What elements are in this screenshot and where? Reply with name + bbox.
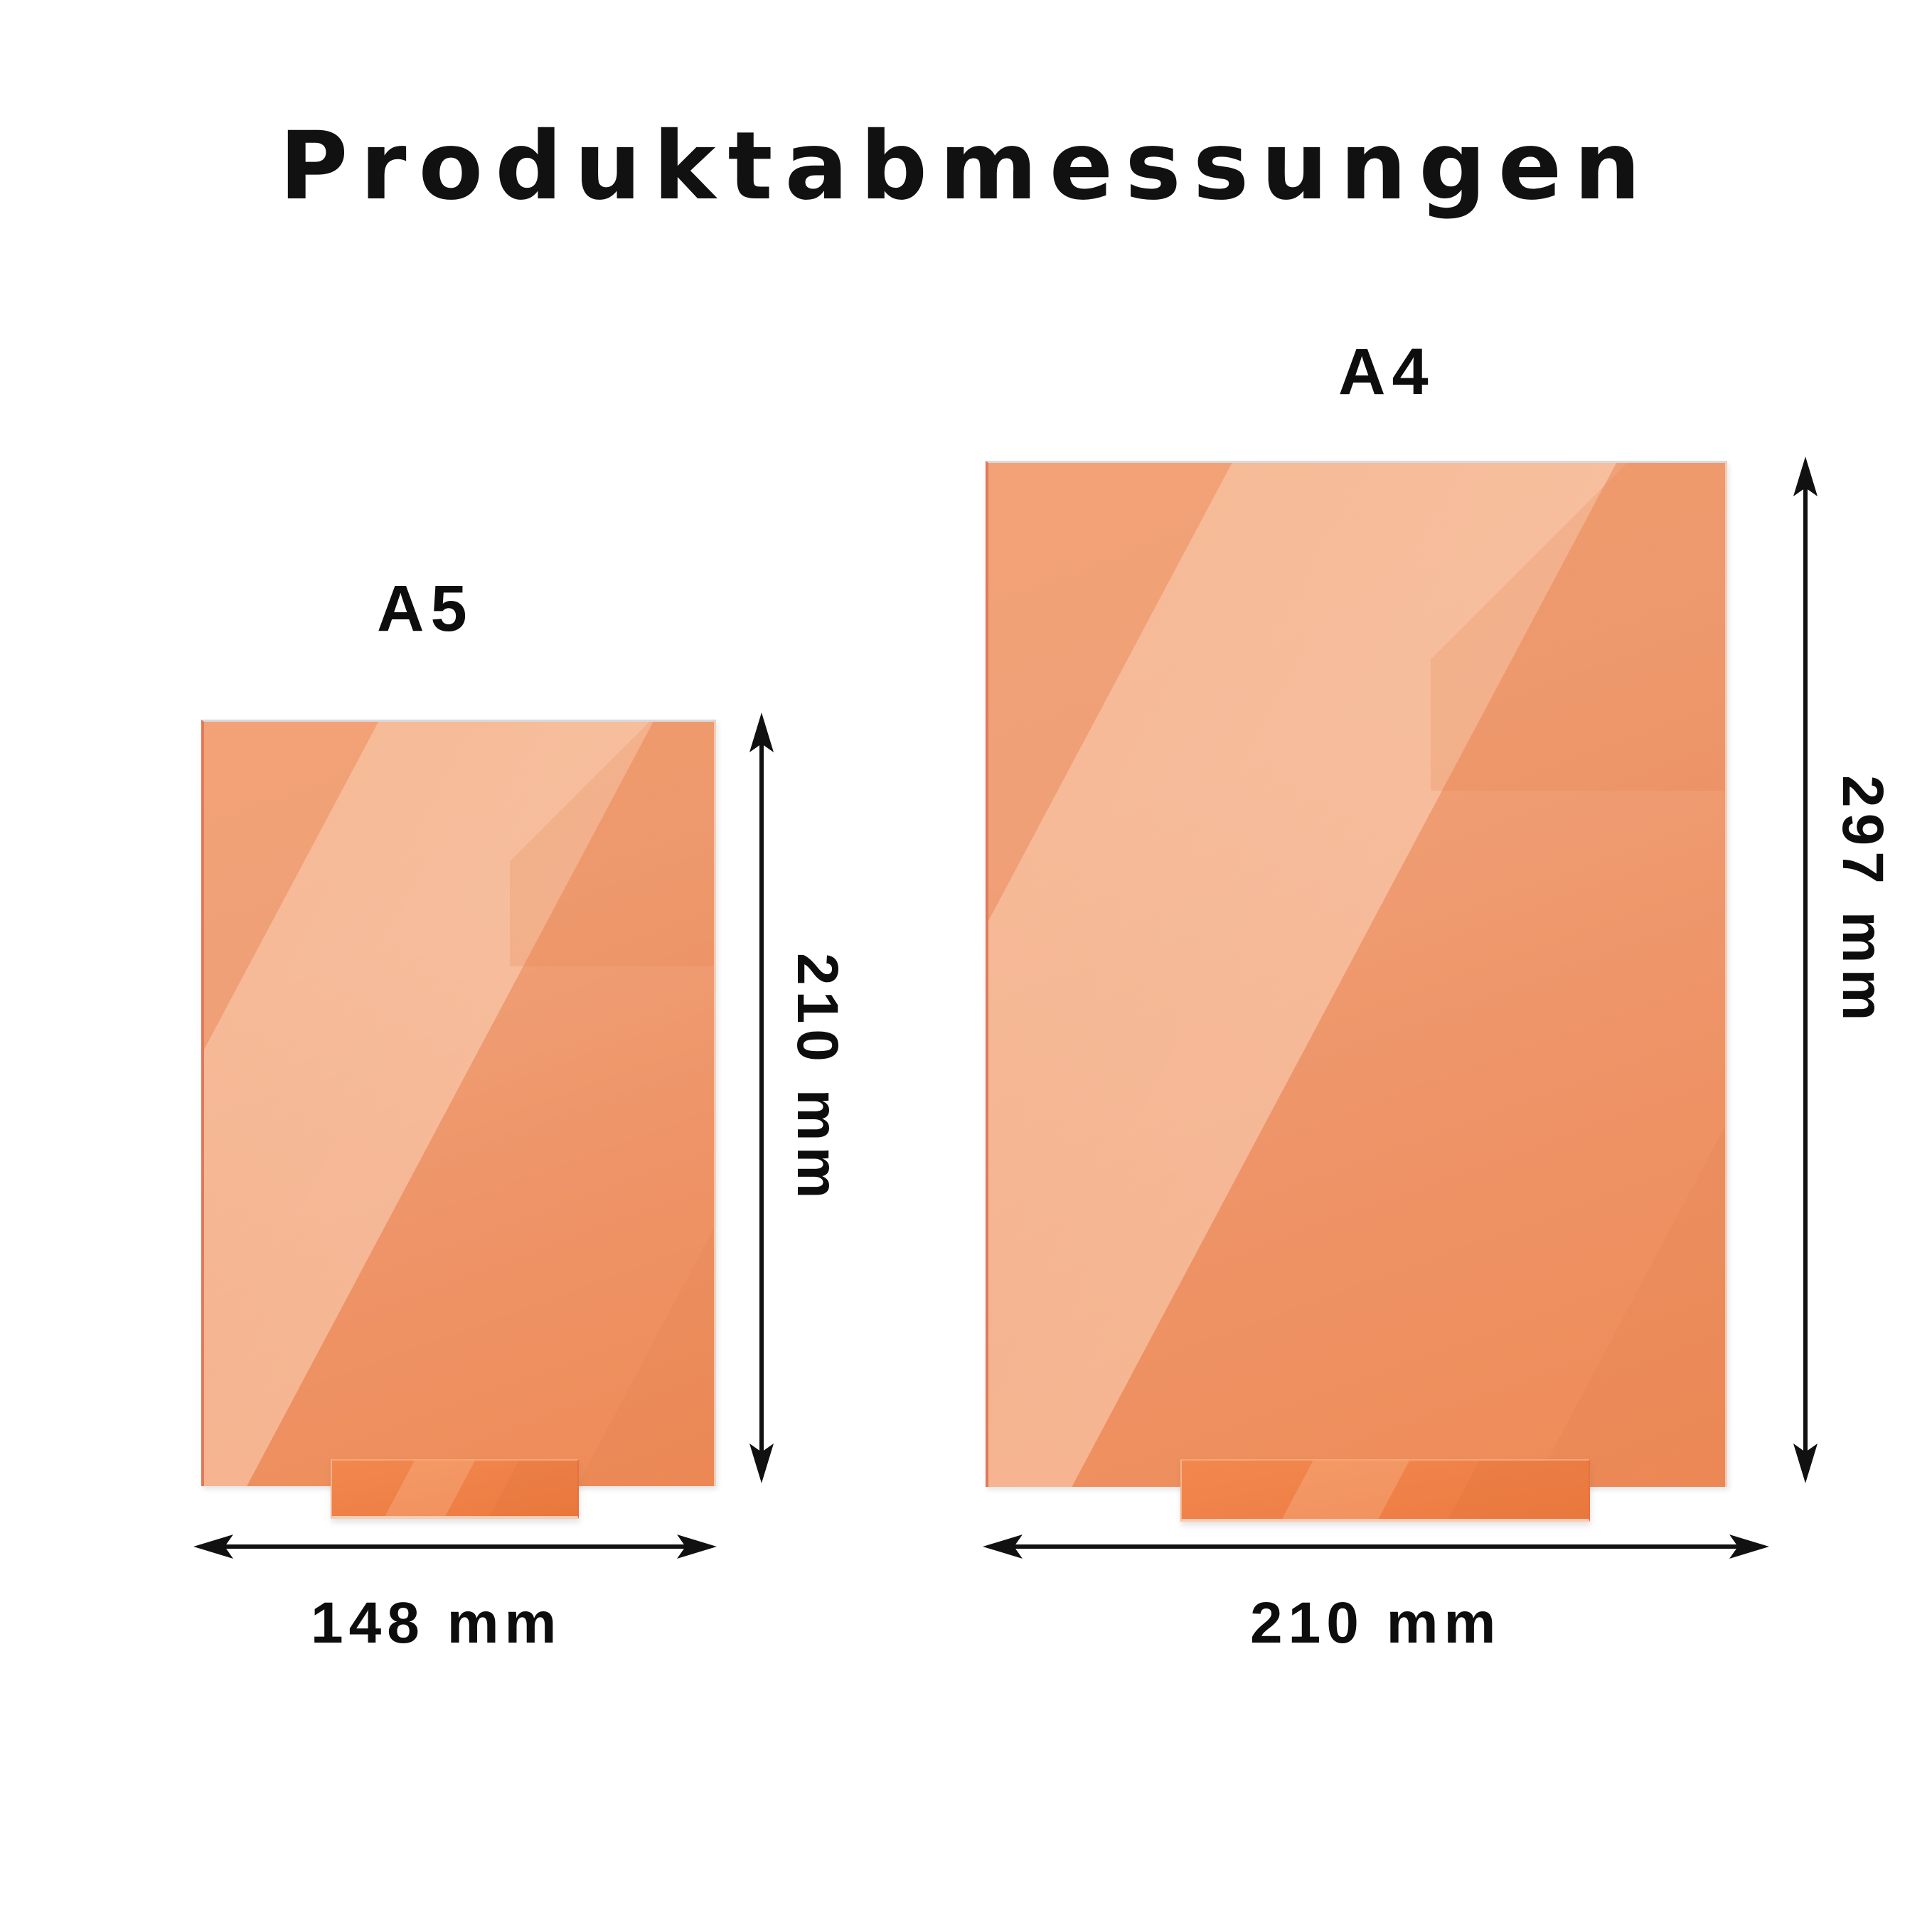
page-title: Produktabmessungen <box>279 112 1653 221</box>
a4-height-label: 297 mm <box>1830 775 1895 1027</box>
a4-size-label: A4 <box>1338 336 1435 408</box>
a4-width-label: 210 mm <box>1250 1591 1502 1655</box>
a5-height-label: 210 mm <box>785 953 850 1205</box>
a4-width-dimension-arrow <box>983 1535 1769 1559</box>
product-a4-group <box>986 461 1727 1487</box>
a4-acrylic-panel <box>986 461 1727 1487</box>
a4-stand-base <box>1180 1459 1590 1522</box>
a5-acrylic-panel <box>201 720 716 1486</box>
product-a5-group <box>201 720 716 1486</box>
a4-height-dimension-arrow <box>1793 457 1818 1483</box>
a5-height-dimension-arrow <box>749 713 774 1483</box>
a5-width-label: 148 mm <box>311 1591 562 1655</box>
a5-stand-base <box>331 1459 579 1519</box>
a5-width-dimension-arrow <box>193 1535 717 1559</box>
a5-size-label: A5 <box>377 572 474 645</box>
